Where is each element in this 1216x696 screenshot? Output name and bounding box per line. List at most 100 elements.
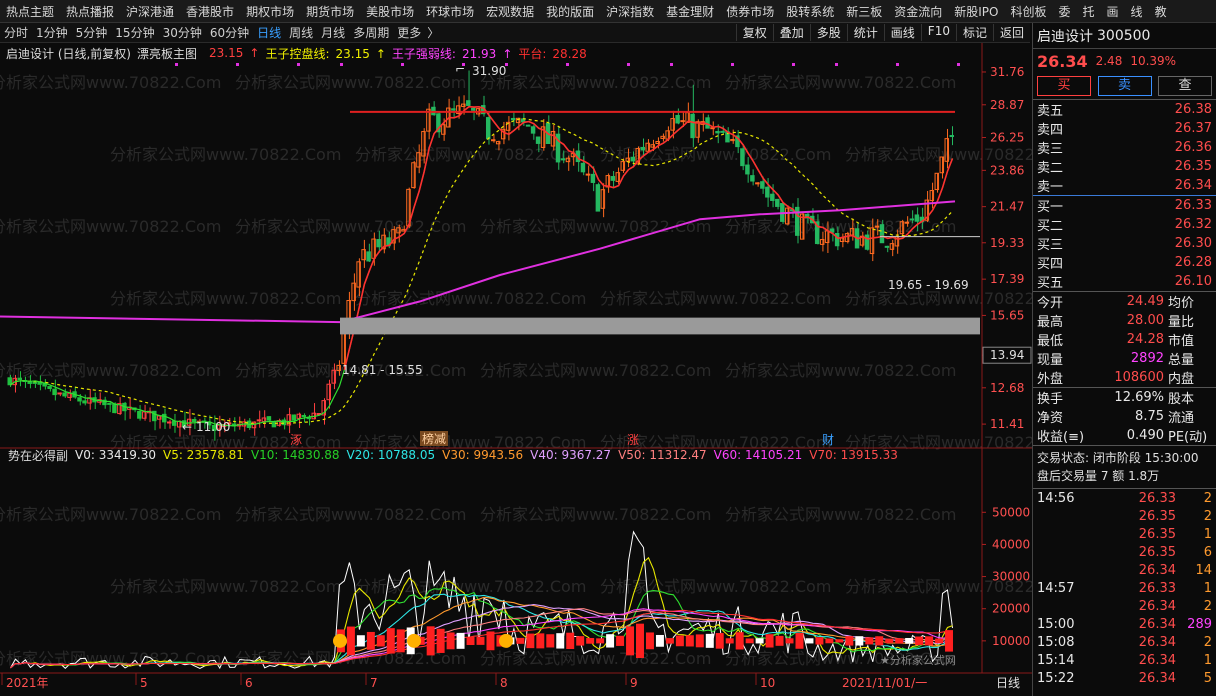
volume-bar bbox=[466, 636, 475, 646]
volume-bar bbox=[616, 635, 625, 646]
menu-item[interactable]: 热点主题 bbox=[6, 4, 55, 19]
menu-item[interactable]: 期权市场 bbox=[246, 4, 295, 19]
tick-row: 14:56 26.33 2 bbox=[1033, 489, 1216, 507]
indicator-name[interactable]: 漂亮板主图 bbox=[137, 46, 198, 61]
menu-item[interactable]: 资金流向 bbox=[894, 4, 943, 19]
tick-volume: 1 bbox=[1203, 526, 1212, 542]
query-button[interactable]: 查 bbox=[1158, 76, 1212, 96]
ask-row: 卖四 26.37 bbox=[1033, 119, 1216, 138]
volume-bar bbox=[645, 632, 654, 650]
menu-item[interactable]: 托 bbox=[1082, 4, 1095, 19]
volume-indicator-name[interactable]: 势在必得副 bbox=[8, 448, 69, 463]
volume-bar bbox=[915, 636, 924, 646]
candle-body bbox=[770, 193, 775, 201]
period-tab[interactable]: 15分钟 bbox=[115, 26, 155, 40]
toolbar-button[interactable]: 标记 bbox=[955, 24, 993, 41]
more-arrow-icon[interactable]: 〉 bbox=[427, 26, 440, 40]
dot-marker bbox=[835, 63, 838, 66]
candle-body bbox=[949, 135, 955, 138]
buy-button[interactable]: 买 bbox=[1037, 76, 1091, 96]
period-tab[interactable]: 周线 bbox=[289, 26, 314, 40]
tick-volume: 1 bbox=[1203, 652, 1212, 668]
period-tab[interactable]: 1分钟 bbox=[36, 26, 68, 40]
signal-marker: 涿 bbox=[290, 433, 302, 447]
period-tab[interactable]: 60分钟 bbox=[209, 26, 250, 40]
row-value: 26.32 bbox=[1174, 217, 1212, 232]
volume-bar bbox=[715, 633, 724, 649]
candle-body bbox=[461, 103, 466, 107]
row-value: 26.33 bbox=[1174, 198, 1212, 213]
row-label: 买五 bbox=[1037, 276, 1064, 291]
candle-body bbox=[934, 172, 940, 191]
tick-volume: 2 bbox=[1203, 490, 1212, 506]
toolbar-button[interactable]: 叠加 bbox=[772, 24, 810, 41]
date-axis-label: 8 bbox=[500, 676, 508, 690]
volume-axis-label: 30000 bbox=[992, 570, 1030, 584]
trade-status: 交易状态: 闭市阶段 15:30:00 bbox=[1037, 451, 1199, 465]
candle-body bbox=[615, 172, 621, 182]
menu-item[interactable]: 美股市场 bbox=[366, 4, 415, 19]
menu-item[interactable]: 教 bbox=[1154, 4, 1167, 19]
candle-body bbox=[505, 121, 511, 131]
toolbar-button[interactable]: 画线 bbox=[883, 24, 921, 41]
toolbar-button[interactable]: 多股 bbox=[809, 24, 847, 41]
volume-bar bbox=[556, 633, 565, 649]
period-tab[interactable]: 更多 bbox=[397, 26, 422, 40]
menu-item[interactable]: 宏观数据 bbox=[486, 4, 535, 19]
menu-item[interactable]: 沪深指数 bbox=[606, 4, 655, 19]
candle-body bbox=[296, 413, 302, 419]
current-price-box bbox=[982, 346, 1032, 364]
volume-bar bbox=[576, 636, 585, 646]
toolbar-button[interactable]: 统计 bbox=[846, 24, 884, 41]
period-tab[interactable]: 30分钟 bbox=[162, 26, 202, 40]
toolbar-button[interactable]: 复权 bbox=[735, 24, 773, 41]
volume-bar bbox=[486, 631, 495, 651]
row-label: 卖二 bbox=[1037, 161, 1064, 176]
period-tab[interactable]: 5分钟 bbox=[75, 26, 108, 40]
dot-marker bbox=[297, 63, 300, 66]
menu-item[interactable]: 新三板 bbox=[846, 4, 883, 19]
candle-body bbox=[152, 410, 157, 422]
candle-body bbox=[441, 124, 446, 135]
candle-body bbox=[510, 117, 516, 121]
watermark-text: 分析家公式网www.70822.Com bbox=[235, 361, 466, 380]
volume-bar bbox=[516, 637, 525, 644]
sell-button[interactable]: 卖 bbox=[1097, 76, 1152, 96]
menu-item[interactable]: 线 bbox=[1130, 4, 1143, 19]
menu-item[interactable]: 股转系统 bbox=[786, 4, 835, 19]
price-axis-label: 12.68 bbox=[990, 381, 1024, 395]
small-watermark: ★分析家公式网 bbox=[880, 653, 956, 667]
tick-volume: 2 bbox=[1203, 598, 1212, 614]
volume-bar bbox=[626, 626, 635, 656]
period-tab[interactable]: 多周期 bbox=[353, 26, 390, 40]
period-tab[interactable]: 日线 bbox=[257, 26, 282, 40]
menu-item[interactable]: 基金理财 bbox=[666, 4, 715, 19]
period-tab[interactable]: 分时 bbox=[4, 26, 29, 40]
menu-item[interactable]: 香港股市 bbox=[186, 4, 235, 19]
period-tab[interactable]: 月线 bbox=[321, 26, 346, 40]
candle-body bbox=[620, 161, 626, 171]
menu-item[interactable]: 委 bbox=[1058, 4, 1071, 19]
menu-item[interactable]: 债券市场 bbox=[726, 4, 775, 19]
menu-item[interactable]: 新股IPO bbox=[954, 4, 999, 19]
stock-code: 300500 bbox=[1097, 27, 1151, 44]
kline-chart[interactable]: 分析家公式网www.70822.Com 分析家公式网www.70822.Com 分析… bbox=[0, 23, 1032, 696]
menu-item[interactable]: 环球市场 bbox=[426, 4, 475, 19]
watermark-text: 分析家公式网www.70822.Com bbox=[110, 289, 341, 308]
menu-item[interactable]: 画 bbox=[1106, 4, 1119, 19]
candle-body bbox=[535, 136, 541, 144]
candle-body bbox=[47, 386, 52, 389]
candle-body bbox=[57, 392, 62, 395]
menu-item[interactable]: 沪深港通 bbox=[126, 4, 175, 19]
volume-bar bbox=[476, 636, 485, 645]
watermark-text: 分析家公式网www.70822.Com bbox=[725, 73, 956, 92]
toolbar-button[interactable]: F10 bbox=[920, 24, 956, 41]
menu-item[interactable]: 我的版面 bbox=[546, 4, 595, 19]
tick-price: 26.34 bbox=[1138, 634, 1176, 650]
toolbar-button[interactable]: 返回 bbox=[992, 24, 1030, 41]
menu-item[interactable]: 期货市场 bbox=[306, 4, 355, 19]
price-axis-label: 21.47 bbox=[990, 200, 1024, 214]
menu-item[interactable]: 科创板 bbox=[1010, 4, 1047, 19]
candle-body bbox=[456, 105, 461, 114]
menu-item[interactable]: 热点播报 bbox=[66, 4, 115, 19]
